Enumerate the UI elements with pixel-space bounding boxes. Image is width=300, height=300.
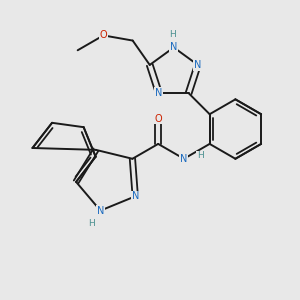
Text: N: N bbox=[170, 42, 178, 52]
Text: N: N bbox=[155, 88, 163, 98]
Text: H: H bbox=[197, 151, 204, 160]
Text: N: N bbox=[180, 154, 188, 164]
Text: N: N bbox=[97, 206, 104, 216]
Text: O: O bbox=[100, 30, 107, 40]
Text: O: O bbox=[154, 114, 162, 124]
Text: N: N bbox=[194, 60, 202, 70]
Text: N: N bbox=[132, 191, 139, 201]
Text: H: H bbox=[169, 31, 176, 40]
Text: H: H bbox=[88, 220, 95, 229]
